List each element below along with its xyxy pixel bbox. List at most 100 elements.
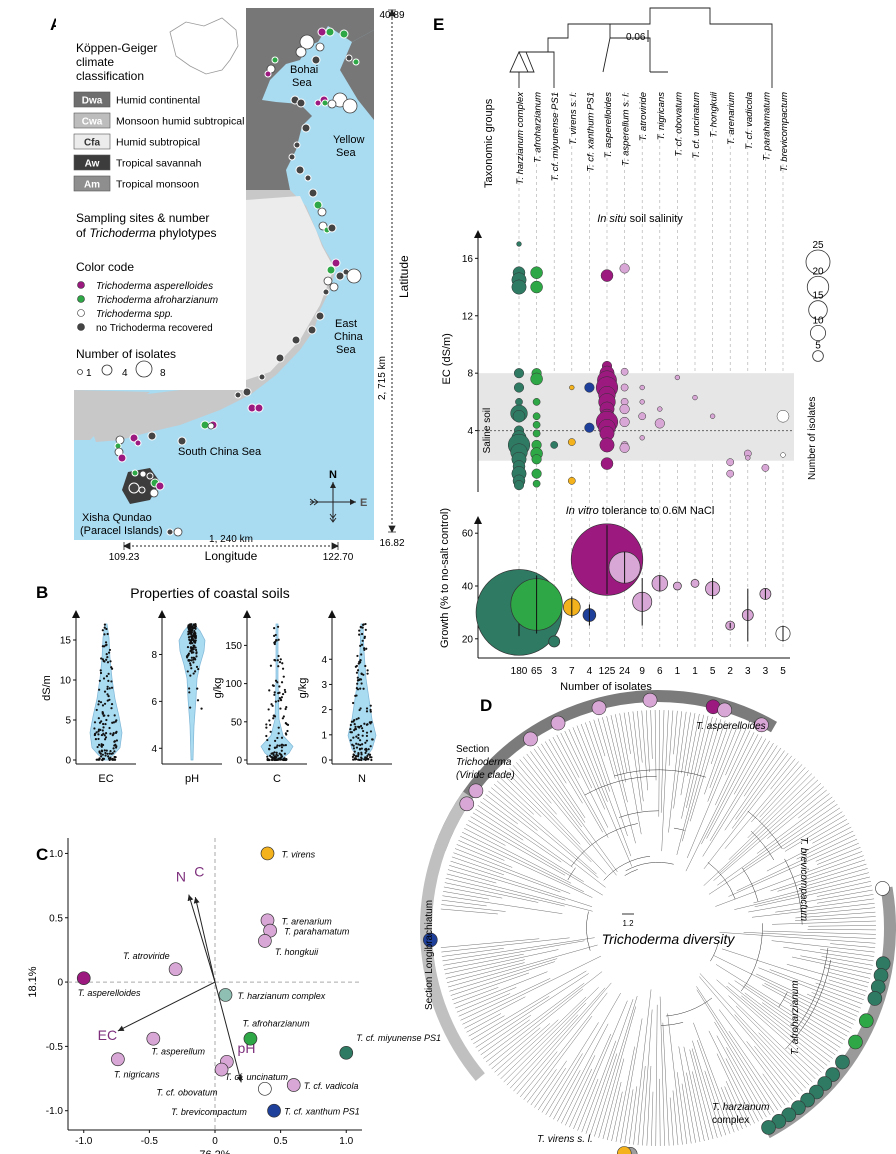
ec-tick-label: 4 xyxy=(467,426,473,437)
violin-point xyxy=(280,681,284,684)
tree-branch xyxy=(762,1073,786,1106)
violin-point xyxy=(110,702,114,706)
violin-point xyxy=(361,727,364,730)
violin-shape-2 xyxy=(260,623,294,761)
salinity-point xyxy=(657,406,663,412)
tree-branch xyxy=(748,889,873,913)
tree-branch xyxy=(512,765,557,815)
tree-branch xyxy=(506,1002,587,1086)
pca-point xyxy=(76,971,91,986)
violin-xlabel-0: EC xyxy=(98,773,113,785)
isolate-count: 6 xyxy=(657,666,663,677)
tree-branch xyxy=(686,715,709,809)
tree-branch xyxy=(548,739,603,833)
violin-point xyxy=(113,740,116,743)
tree-branch xyxy=(817,894,874,904)
violin-point xyxy=(355,757,358,761)
tree-branch xyxy=(769,969,863,1005)
violin-point xyxy=(278,685,281,688)
violin-point xyxy=(358,629,361,632)
tree-branch xyxy=(460,978,551,1021)
violin-point xyxy=(186,670,189,673)
tree-branch xyxy=(654,710,657,781)
tree-branch xyxy=(696,989,775,1113)
pca-point-label: T. cf. miyunense PS1 xyxy=(356,1033,441,1043)
tree-branch xyxy=(440,938,540,948)
violin-point xyxy=(103,734,106,737)
tree-branch xyxy=(464,996,526,1029)
tree-branch xyxy=(709,740,770,841)
tree-branch xyxy=(516,762,552,804)
violin-point xyxy=(103,633,106,636)
tree-branch xyxy=(523,756,617,876)
label-asperelloides: T. asperelloides xyxy=(696,721,766,732)
tree-tip xyxy=(523,731,538,747)
tree-branch xyxy=(598,1006,636,1138)
tree-arc xyxy=(747,810,783,850)
violin-point xyxy=(107,755,110,758)
violin-point xyxy=(114,743,117,746)
tree-branch xyxy=(494,1023,551,1073)
isolate-count: 1 xyxy=(675,666,681,677)
compass-n: N xyxy=(329,469,337,481)
tree-arc xyxy=(618,810,659,818)
saline-soil-band xyxy=(478,373,794,461)
tree-arc xyxy=(750,830,775,861)
violin-point xyxy=(279,758,282,761)
violin-point xyxy=(93,733,97,736)
violin-point xyxy=(110,707,113,710)
violin-point xyxy=(99,701,103,704)
violin-point xyxy=(277,757,280,761)
violin-point xyxy=(101,753,104,756)
violin-tick-label: 3 xyxy=(321,680,327,691)
violin-point xyxy=(108,648,112,652)
legend-title-3: classification xyxy=(76,69,144,83)
tree-branch xyxy=(681,714,704,819)
tree-branch xyxy=(743,932,876,939)
violin-point xyxy=(111,757,114,760)
violin-point xyxy=(356,669,360,672)
violin-point xyxy=(363,722,366,725)
salinity-point xyxy=(674,374,681,381)
violin-point xyxy=(365,731,369,734)
tree-branch xyxy=(462,832,584,892)
color-label-1: Trichoderma afroharzianum xyxy=(96,295,218,306)
tree-branch xyxy=(721,948,866,996)
violin-point xyxy=(268,748,271,751)
violin-point xyxy=(365,723,368,726)
tree-branch xyxy=(816,885,872,897)
violin-point xyxy=(358,708,361,712)
pca-point-label: T. hongkuii xyxy=(275,947,319,957)
violin-point xyxy=(272,753,275,756)
violin-point xyxy=(364,622,367,626)
violin-point xyxy=(355,694,358,697)
climate-label-cfa: Humid subtropical xyxy=(116,137,200,149)
tree-branch xyxy=(565,1068,592,1126)
violin-point xyxy=(189,662,192,665)
violin-point xyxy=(190,667,193,670)
tree-branch xyxy=(686,1072,701,1142)
violin-point xyxy=(360,653,363,656)
violin-point xyxy=(113,756,116,759)
tree-branch xyxy=(726,1047,767,1118)
color-dot-3 xyxy=(77,323,85,331)
salinity-point xyxy=(638,412,647,421)
violin-point xyxy=(114,720,117,723)
lon-km: 1, 240 km xyxy=(209,534,253,545)
tree-branch xyxy=(453,852,561,893)
tree-branch xyxy=(762,1002,836,1056)
pca-vector-n xyxy=(187,894,216,983)
violin-point xyxy=(356,654,359,658)
violin-tick-label: 0 xyxy=(321,756,327,767)
violin-point xyxy=(104,641,108,644)
violin-point xyxy=(358,739,362,742)
violin-point xyxy=(277,638,280,641)
sampling-site xyxy=(339,29,349,39)
violin-point xyxy=(276,681,279,684)
violin-point xyxy=(280,736,284,739)
lon-right-value: 122.70 xyxy=(323,552,354,563)
violin-tick-label: 10 xyxy=(60,676,72,687)
violin-point xyxy=(188,687,191,690)
taxon-label-13: T. cf. vadicola xyxy=(744,92,755,150)
violin-point xyxy=(188,623,191,626)
